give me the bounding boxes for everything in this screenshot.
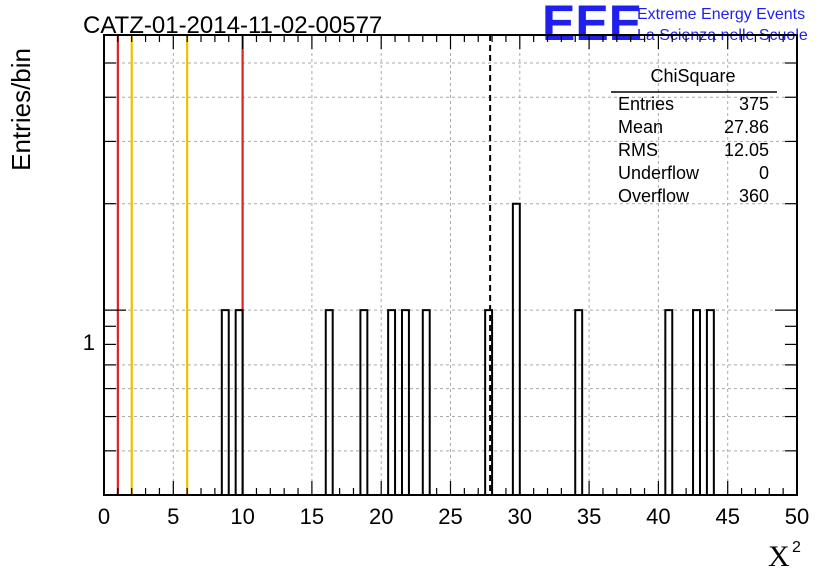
x-tick-label: 50 [785,504,809,529]
stats-box: ChiSquare Entries 375 Mean 27.86 RMS 12.05 Und… [611,66,777,206]
x-tick-label: 5 [167,504,179,529]
x-tick-label: 30 [508,504,532,529]
x-axis-label-main: X [768,540,790,572]
histogram-bin [692,309,701,495]
x-tick-label: 25 [438,504,462,529]
histogram-bin [484,309,494,495]
eee-logo: EEE Extreme Energy Events La Scienza nel… [542,0,808,51]
x-tick-label: 35 [577,504,601,529]
stats-row-label: Mean [618,117,663,137]
stats-row-value: 0 [759,163,769,183]
histogram-bin [574,309,584,495]
x-tick-label: 45 [715,504,739,529]
stats-row-value: 360 [739,186,769,206]
histogram-bin [359,309,369,495]
axes [103,34,798,496]
stats-row-value: 375 [739,94,769,114]
histogram-bin [400,309,410,495]
histogram-bin [220,309,230,495]
y-axis-label: Entries/bin [6,48,36,171]
histogram-bin [664,309,674,495]
x-tick-label: 15 [300,504,324,529]
logo-line1: Extreme Energy Events [637,6,805,23]
x-tick-label: 0 [98,504,110,529]
stats-row-label: Underflow [618,163,700,183]
x-tick-label: 10 [230,504,254,529]
stats-row-label: Entries [618,94,674,114]
histogram-bin [705,309,715,495]
histogram-bin [234,309,244,495]
histogram-bin [511,202,521,495]
stats-box-title: ChiSquare [650,66,735,86]
stats-row-label: Overflow [618,186,690,206]
eee-logo-letters: EEE [542,0,642,51]
histogram-bin [387,309,397,495]
x-axis-label-sup: 2 [792,539,801,556]
x-tick-label: 40 [646,504,670,529]
histogram [220,202,715,495]
stats-row-value: 27.86 [724,117,769,137]
x-tick-labels: 0 5 10 15 20 25 30 35 40 45 50 [98,504,809,529]
histogram-bin [421,309,431,495]
y-tick-label: 1 [83,330,95,355]
stats-row-label: RMS [618,140,658,160]
histogram-bin [324,309,334,495]
stats-row-value: 12.05 [724,140,769,160]
x-axis-label: X 2 [768,539,801,572]
x-tick-label: 20 [369,504,393,529]
